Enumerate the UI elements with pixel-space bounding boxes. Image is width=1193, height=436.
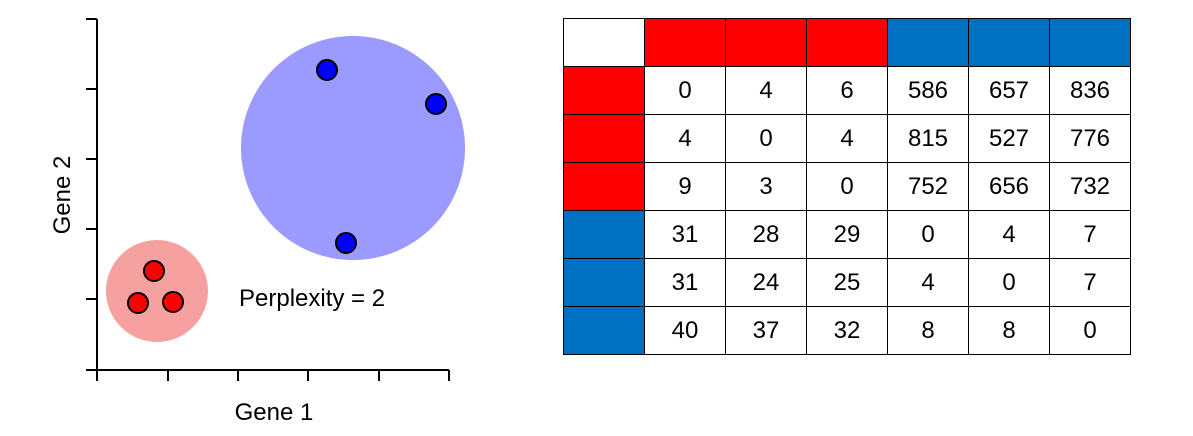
matrix-cell: 25 — [806, 258, 888, 307]
matrix-cell: 6 — [806, 66, 888, 115]
matrix-cell: 4 — [644, 114, 726, 163]
matrix-cell: 7 — [1049, 210, 1131, 259]
distance-matrix: 0 4 6 586 657 836 4 0 4 815 527 776 9 3 0 752 656 732 31 28… — [563, 18, 1131, 355]
matrix-cell: 656 — [968, 162, 1050, 211]
matrix-cell: 40 — [644, 306, 726, 355]
matrix-row: 0 4 6 586 657 836 — [563, 66, 1131, 115]
column-group-swatch-blue — [887, 18, 969, 67]
matrix-row: 9 3 0 752 656 732 — [563, 162, 1131, 211]
matrix-cell: 3 — [725, 162, 807, 211]
blue-point — [335, 232, 357, 254]
matrix-header-row — [563, 18, 1131, 67]
column-group-swatch-blue — [1049, 18, 1131, 67]
y-axis-label: Gene 2 — [49, 156, 76, 235]
row-group-swatch-blue — [563, 258, 645, 307]
matrix-cell: 586 — [887, 66, 969, 115]
matrix-cell: 752 — [887, 162, 969, 211]
matrix-cell: 732 — [1049, 162, 1131, 211]
matrix-row: 40 37 32 8 8 0 — [563, 306, 1131, 355]
matrix-cell: 527 — [968, 114, 1050, 163]
matrix-cell: 7 — [1049, 258, 1131, 307]
matrix-cell: 776 — [1049, 114, 1131, 163]
matrix-cell: 0 — [725, 114, 807, 163]
red-cluster-region — [106, 240, 208, 342]
blue-point — [316, 59, 338, 81]
row-group-swatch-blue — [563, 306, 645, 355]
matrix-row: 31 24 25 4 0 7 — [563, 258, 1131, 307]
matrix-cell: 8 — [968, 306, 1050, 355]
row-group-swatch-red — [563, 162, 645, 211]
matrix-cell: 28 — [725, 210, 807, 259]
row-group-swatch-red — [563, 66, 645, 115]
matrix-cell: 4 — [968, 210, 1050, 259]
row-group-swatch-blue — [563, 210, 645, 259]
row-group-swatch-red — [563, 114, 645, 163]
matrix-cell: 4 — [725, 66, 807, 115]
matrix-cell: 29 — [806, 210, 888, 259]
y-axis — [86, 18, 98, 371]
matrix-cell: 0 — [968, 258, 1050, 307]
matrix-cell: 0 — [806, 162, 888, 211]
matrix-cell: 37 — [725, 306, 807, 355]
matrix-cell: 9 — [644, 162, 726, 211]
matrix-row: 31 28 29 0 4 7 — [563, 210, 1131, 259]
matrix-cell: 0 — [887, 210, 969, 259]
blue-point — [425, 93, 447, 115]
matrix-corner-cell — [563, 18, 645, 67]
matrix-cell: 32 — [806, 306, 888, 355]
matrix-cell: 24 — [725, 258, 807, 307]
red-point — [143, 260, 165, 282]
matrix-cell: 0 — [1049, 306, 1131, 355]
matrix-cell: 657 — [968, 66, 1050, 115]
scatter-plot: Gene 1 Gene 2 Perplexity = 2 — [49, 18, 465, 426]
blue-cluster-region — [241, 36, 465, 260]
x-axis-label: Gene 1 — [235, 399, 314, 426]
matrix-cell: 31 — [644, 258, 726, 307]
column-group-swatch-blue — [968, 18, 1050, 67]
matrix-cell: 4 — [887, 258, 969, 307]
matrix-cell: 836 — [1049, 66, 1131, 115]
matrix-row: 4 0 4 815 527 776 — [563, 114, 1131, 163]
perplexity-label: Perplexity = 2 — [239, 285, 385, 312]
column-group-swatch-red — [725, 18, 807, 67]
x-axis — [96, 369, 450, 381]
matrix-cell: 31 — [644, 210, 726, 259]
matrix-cell: 815 — [887, 114, 969, 163]
column-group-swatch-red — [806, 18, 888, 67]
column-group-swatch-red — [644, 18, 726, 67]
matrix-cell: 8 — [887, 306, 969, 355]
red-point — [127, 292, 149, 314]
matrix-cell: 0 — [644, 66, 726, 115]
matrix-cell: 4 — [806, 114, 888, 163]
red-point — [162, 291, 184, 313]
